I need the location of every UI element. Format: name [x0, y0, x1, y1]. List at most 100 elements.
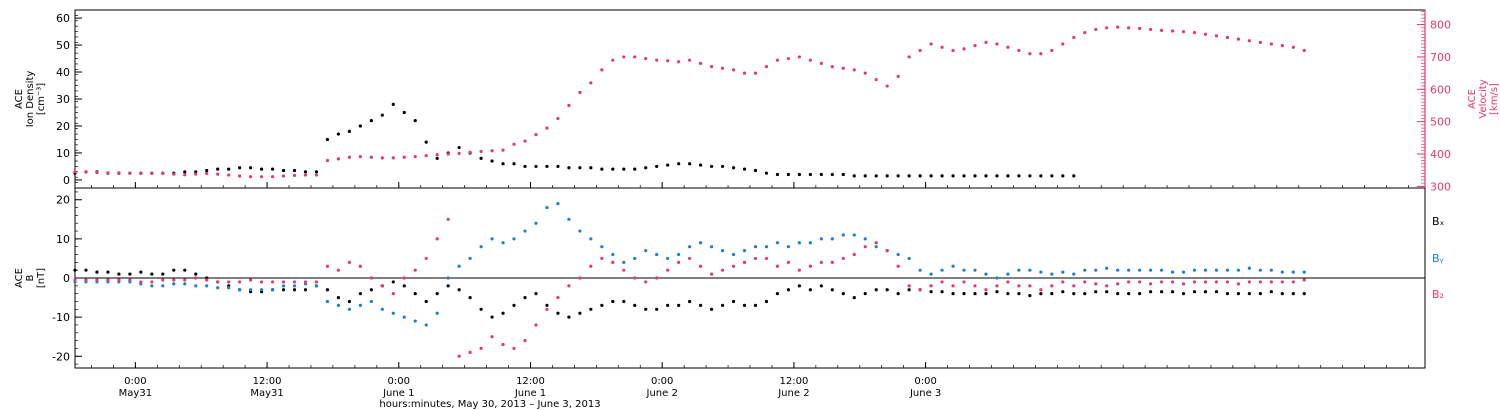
velocity-point [1039, 52, 1043, 56]
ion-density-point [775, 172, 780, 177]
ion-density-point [666, 163, 670, 167]
bz-point [73, 278, 77, 282]
by-point [216, 286, 220, 290]
by-point [1116, 268, 1120, 272]
left-tick-label: 60 [56, 12, 70, 25]
bx-point [1072, 292, 1076, 296]
by-point [1017, 268, 1021, 272]
bz-point [984, 288, 988, 292]
bz-point [962, 280, 966, 284]
velocity-point [644, 56, 648, 61]
bx-point [413, 292, 417, 296]
velocity-point [1192, 31, 1197, 35]
ion-density-point [479, 156, 483, 160]
bz-point [1214, 280, 1219, 284]
bx-point [1083, 292, 1087, 296]
bx-point [183, 268, 187, 272]
bz-point [940, 280, 944, 284]
bz-point [1028, 284, 1032, 288]
velocity-point [238, 174, 242, 178]
bx-point [841, 292, 845, 296]
x-tick-date: June 2 [777, 388, 809, 399]
velocity-point [1006, 45, 1010, 49]
bx-point [325, 288, 330, 292]
bz-point [216, 280, 220, 284]
by-point [1203, 268, 1208, 272]
bx-point [128, 272, 132, 276]
bz-point [677, 260, 681, 264]
bx-point [150, 272, 154, 276]
velocity-point [841, 66, 845, 70]
ion-density-point [918, 174, 922, 178]
bz-point [841, 256, 845, 261]
bz-point [567, 284, 571, 288]
by-point [1138, 268, 1142, 272]
by-point [205, 284, 209, 288]
bz-point [720, 268, 725, 272]
ion-density-point [183, 170, 187, 174]
bx-point [940, 290, 944, 294]
velocity-point [1017, 48, 1021, 53]
bx-point [523, 295, 527, 300]
velocity-point [918, 48, 922, 53]
bx-point [1006, 292, 1010, 296]
bz-point [205, 278, 209, 282]
by-point [249, 288, 253, 292]
bx-point [1149, 290, 1153, 294]
bx-point [435, 292, 439, 296]
right-axis-label: ACE [1467, 89, 1478, 109]
by-point [1280, 270, 1284, 274]
bz-point [995, 284, 999, 288]
velocity-point [677, 60, 681, 64]
velocity-point [1105, 26, 1109, 30]
velocity-point [611, 58, 615, 62]
bz-point [259, 280, 264, 284]
ion-density-point [896, 174, 900, 178]
velocity-point [699, 61, 703, 65]
bz-point [731, 264, 736, 268]
bx-point [172, 268, 176, 272]
bz-point [391, 292, 395, 296]
by-point [600, 245, 604, 249]
velocity-point [666, 59, 670, 63]
ion-density-point [863, 174, 867, 178]
bx-point [73, 268, 77, 272]
bx-point [699, 303, 703, 307]
velocity-point [391, 156, 395, 160]
top-panel-frame [74, 9, 1426, 189]
bx-point [984, 292, 988, 296]
ion-density-point [336, 132, 341, 136]
ion-density-point [830, 172, 834, 177]
ion-density-point [622, 167, 626, 171]
by-point [325, 299, 330, 304]
bz-point [1280, 280, 1284, 284]
velocity-point [962, 47, 966, 51]
bx-point [633, 303, 637, 307]
velocity-point [216, 172, 220, 176]
velocity-point [907, 55, 911, 59]
ion-density-point [369, 118, 373, 123]
velocity-point [1302, 48, 1306, 53]
bx-point [962, 292, 966, 296]
bx-point [424, 299, 428, 304]
bz-point [358, 264, 362, 268]
velocity-point [281, 174, 286, 178]
by-point [918, 268, 922, 272]
by-point [1072, 272, 1076, 276]
bz-point [852, 252, 856, 257]
bx-point [1203, 290, 1208, 294]
by-point [830, 237, 834, 241]
velocity-point [786, 56, 791, 61]
ion-density-point [885, 174, 889, 178]
bz-point [600, 256, 604, 261]
x-tick-time: 0:00 [124, 376, 146, 387]
bz-point [128, 278, 132, 282]
by-point [677, 252, 681, 257]
x-tick-date: June 1 [382, 388, 414, 399]
by-point [292, 284, 297, 288]
velocity-point [589, 81, 593, 85]
bx-point [1247, 292, 1251, 296]
ion-density-point [984, 174, 988, 178]
bx-point [457, 288, 461, 292]
bx-point [347, 299, 351, 304]
